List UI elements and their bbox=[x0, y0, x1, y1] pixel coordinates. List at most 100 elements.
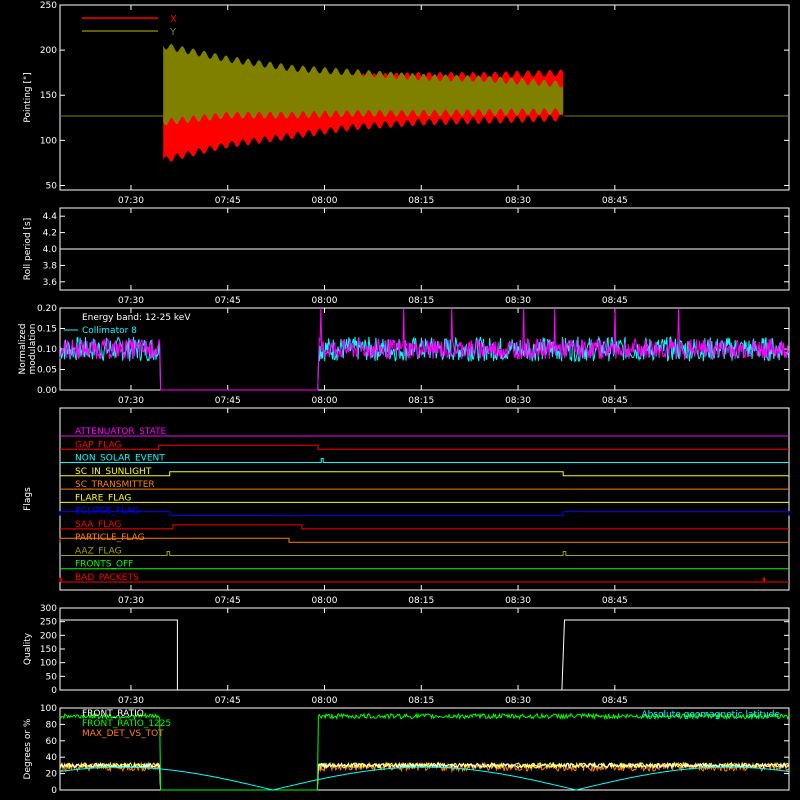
y-tick-label: 0 bbox=[51, 686, 57, 696]
x-tick-label: 07:45 bbox=[215, 696, 241, 706]
y-tick-label: 40 bbox=[46, 753, 58, 763]
y-tick-label: 3.8 bbox=[43, 261, 58, 271]
x-tick-label: 08:00 bbox=[312, 596, 338, 606]
y-tick-label: 0 bbox=[51, 786, 57, 796]
y-axis-label: modulation bbox=[28, 324, 38, 375]
y-tick-label: 100 bbox=[40, 659, 57, 669]
flag-line bbox=[60, 524, 789, 530]
flag-label: FLARE_FLAG bbox=[75, 493, 131, 503]
plot-frame bbox=[59, 4, 790, 191]
x-tick-label: 08:15 bbox=[408, 596, 434, 606]
pointing-panel: 50 100 150 200 250 07:30 07:45 08:00 08:15 08:30 0… bbox=[23, 1, 790, 206]
y-axis-label: Flags bbox=[23, 487, 33, 511]
plot-frame bbox=[59, 407, 790, 591]
x-tick-label: 08:45 bbox=[602, 196, 628, 206]
y-tick-label: 0.00 bbox=[37, 386, 57, 396]
flag-label: GAP_FLAG bbox=[75, 440, 121, 450]
x-tick-label: 08:30 bbox=[505, 596, 531, 606]
y-axis-label: Normalized bbox=[18, 323, 28, 374]
flag-line bbox=[59, 537, 789, 543]
flag-label: SAA_FLAG bbox=[75, 520, 121, 530]
y-tick-label: 250 bbox=[40, 1, 57, 11]
front-ratio-1225-line bbox=[59, 711, 790, 791]
y-axis-label: Pointing ["] bbox=[23, 72, 33, 122]
x-tick-label: 07:45 bbox=[215, 396, 241, 406]
x-tick-label: 08:15 bbox=[408, 696, 434, 706]
legend-label: FRONT_RATIO_1225 bbox=[82, 719, 171, 729]
y-tick-label: 60 bbox=[46, 737, 58, 747]
y-tick-label: 50 bbox=[46, 181, 58, 191]
x-tick-label: 07:45 bbox=[215, 596, 241, 606]
x-tick-label: 08:45 bbox=[602, 596, 628, 606]
flag-label: FRONTS_OFF bbox=[75, 560, 133, 570]
latitude-line bbox=[59, 766, 790, 791]
flag-line bbox=[60, 471, 789, 477]
x-tick-label: 08:15 bbox=[408, 296, 434, 306]
flag-label: SC_IN_SUNLIGHT bbox=[75, 467, 152, 477]
y-tick-label: 4.4 bbox=[43, 212, 58, 222]
y-tick-label: 0.10 bbox=[37, 345, 57, 355]
flag-label: SC_TRANSMITTER bbox=[75, 480, 155, 490]
legend-label: MAX_DET_VS_TOT bbox=[82, 729, 164, 739]
x-tick-label: 08:30 bbox=[505, 696, 531, 706]
y-tick-label: 50 bbox=[46, 672, 58, 682]
y-tick-label: 100 bbox=[40, 136, 57, 146]
x-tick-label: 07:30 bbox=[118, 196, 144, 206]
y-axis-label: Quality bbox=[23, 632, 33, 665]
y-tick-label: 150 bbox=[40, 91, 57, 101]
y-tick-label: 0.15 bbox=[37, 325, 57, 335]
x-tick-label: 08:15 bbox=[408, 196, 434, 206]
y-tick-label: 4.0 bbox=[43, 245, 58, 255]
flag-line bbox=[60, 444, 789, 450]
legend-label: Collimator 8 bbox=[82, 326, 137, 336]
y-tick-label: 200 bbox=[40, 46, 57, 56]
x-tick-label: 08:00 bbox=[312, 396, 338, 406]
flag-line bbox=[59, 577, 789, 583]
flags-panel: 07:30 07:45 08:00 08:15 08:30 08:45 Flags ATTEN… bbox=[23, 407, 790, 606]
y-tick-label: 250 bbox=[40, 618, 57, 628]
flag-label: PARTICLE_FLAG bbox=[75, 533, 145, 543]
flag-line bbox=[60, 551, 789, 556]
flag-label: ATTENUATOR_STATE bbox=[75, 427, 167, 437]
flag-label: ECLIPSE_FLAG bbox=[75, 507, 139, 517]
flag-line bbox=[60, 458, 789, 463]
energy-band-annotation: Energy band: 12-25 keV bbox=[82, 313, 191, 323]
y-tick-label: 200 bbox=[40, 631, 57, 641]
roll-period-panel: 3.6 3.8 4.0 4.2 4.4 07:30 07:45 08:00 08:15 08:30… bbox=[23, 207, 790, 306]
x-tick-label: 08:00 bbox=[312, 696, 338, 706]
front-ratio-panel: 0 20 40 60 80 100 Degrees or % FRONT_RATIOFRONT… bbox=[23, 704, 790, 796]
y-tick-label: 0.05 bbox=[37, 366, 57, 376]
flag-label: BAD_PACKETS bbox=[75, 573, 139, 583]
y-series-band bbox=[163, 43, 564, 126]
x-tick-label: 08:00 bbox=[312, 296, 338, 306]
quality-line bbox=[60, 619, 789, 691]
y-tick-label: 80 bbox=[46, 720, 58, 730]
x-tick-label: 07:30 bbox=[118, 296, 144, 306]
x-tick-label: 07:30 bbox=[118, 396, 144, 406]
latitude-annotation: Absolute geomagnetic latitude bbox=[641, 710, 780, 720]
y-tick-label: 4.2 bbox=[43, 229, 57, 239]
y-tick-label: 100 bbox=[40, 704, 57, 714]
x-tick-label: 07:30 bbox=[118, 596, 144, 606]
x-tick-label: 08:15 bbox=[408, 396, 434, 406]
modulation-panel: 0.00 0.05 0.10 0.15 0.20 07:30 07:45 08:00 08:15… bbox=[18, 304, 790, 406]
modulation-line bbox=[59, 307, 789, 391]
x-tick-label: 07:30 bbox=[118, 696, 144, 706]
legend-label: Y bbox=[169, 27, 177, 38]
y-axis-label: Roll period [s] bbox=[23, 218, 33, 280]
plot-frame bbox=[59, 707, 790, 791]
y-tick-label: 300 bbox=[40, 604, 57, 614]
y-tick-label: 0.20 bbox=[37, 304, 57, 314]
y-tick-label: 150 bbox=[40, 645, 57, 655]
x-tick-label: 08:30 bbox=[505, 396, 531, 406]
flag-label: AAZ_FLAG bbox=[75, 546, 122, 556]
x-tick-label: 08:45 bbox=[602, 296, 628, 306]
x-tick-label: 07:45 bbox=[215, 196, 241, 206]
x-tick-label: 08:30 bbox=[505, 196, 531, 206]
flag-line bbox=[59, 511, 790, 517]
x-tick-label: 07:45 bbox=[215, 296, 241, 306]
x-tick-label: 08:30 bbox=[505, 296, 531, 306]
x-tick-label: 08:45 bbox=[602, 396, 628, 406]
